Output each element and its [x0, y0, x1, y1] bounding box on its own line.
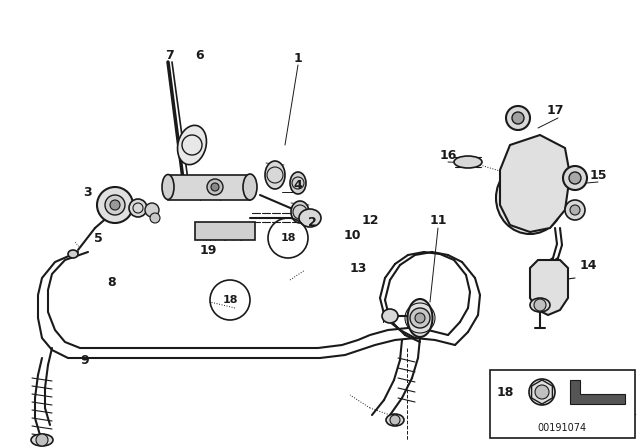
Polygon shape — [530, 260, 568, 315]
Ellipse shape — [541, 263, 555, 273]
Polygon shape — [195, 222, 255, 240]
Text: 16: 16 — [439, 148, 457, 161]
Text: 19: 19 — [199, 244, 217, 257]
Ellipse shape — [454, 156, 482, 168]
Circle shape — [105, 195, 125, 215]
Ellipse shape — [177, 125, 207, 165]
Text: 10: 10 — [343, 228, 361, 241]
Ellipse shape — [290, 172, 306, 194]
Text: 00191074: 00191074 — [538, 423, 587, 433]
Circle shape — [506, 106, 530, 130]
Text: 14: 14 — [579, 258, 596, 271]
Polygon shape — [500, 135, 570, 232]
Circle shape — [145, 203, 159, 217]
Text: 12: 12 — [361, 214, 379, 227]
Ellipse shape — [496, 162, 564, 234]
Text: 13: 13 — [349, 262, 367, 275]
Ellipse shape — [382, 309, 398, 323]
Circle shape — [518, 186, 542, 210]
Circle shape — [525, 193, 535, 203]
Text: 9: 9 — [81, 353, 90, 366]
Text: 6: 6 — [196, 48, 204, 61]
Ellipse shape — [513, 179, 547, 217]
Circle shape — [110, 200, 120, 210]
Polygon shape — [570, 380, 625, 404]
Text: 11: 11 — [429, 214, 447, 227]
Text: 1: 1 — [294, 52, 302, 65]
Text: 17: 17 — [547, 103, 564, 116]
Ellipse shape — [291, 201, 309, 223]
Circle shape — [529, 379, 555, 405]
Circle shape — [415, 313, 425, 323]
Circle shape — [207, 179, 223, 195]
Ellipse shape — [243, 174, 257, 200]
Circle shape — [150, 213, 160, 223]
Text: 4: 4 — [294, 178, 302, 191]
Circle shape — [569, 172, 581, 184]
Bar — [490, 370, 635, 438]
Ellipse shape — [386, 414, 404, 426]
Ellipse shape — [299, 209, 321, 227]
Text: 3: 3 — [84, 185, 92, 198]
Text: 2: 2 — [308, 215, 316, 228]
Circle shape — [534, 299, 546, 311]
Text: 7: 7 — [166, 48, 174, 61]
Ellipse shape — [265, 161, 285, 189]
Circle shape — [512, 112, 524, 124]
Circle shape — [565, 200, 585, 220]
Ellipse shape — [68, 250, 78, 258]
Circle shape — [410, 308, 430, 328]
Text: 18: 18 — [280, 233, 296, 243]
Circle shape — [211, 183, 219, 191]
Text: 15: 15 — [589, 168, 607, 181]
Ellipse shape — [530, 298, 550, 312]
Text: 18: 18 — [496, 385, 514, 399]
Ellipse shape — [408, 299, 433, 337]
Text: 18: 18 — [222, 295, 237, 305]
Circle shape — [390, 415, 400, 425]
Circle shape — [535, 385, 549, 399]
Circle shape — [36, 434, 48, 446]
Polygon shape — [168, 175, 250, 200]
Text: 8: 8 — [108, 276, 116, 289]
Circle shape — [97, 187, 133, 223]
Ellipse shape — [162, 175, 174, 199]
Ellipse shape — [31, 434, 53, 446]
Circle shape — [129, 199, 147, 217]
Text: 5: 5 — [93, 232, 102, 245]
Circle shape — [570, 205, 580, 215]
Circle shape — [563, 166, 587, 190]
Ellipse shape — [504, 170, 556, 226]
